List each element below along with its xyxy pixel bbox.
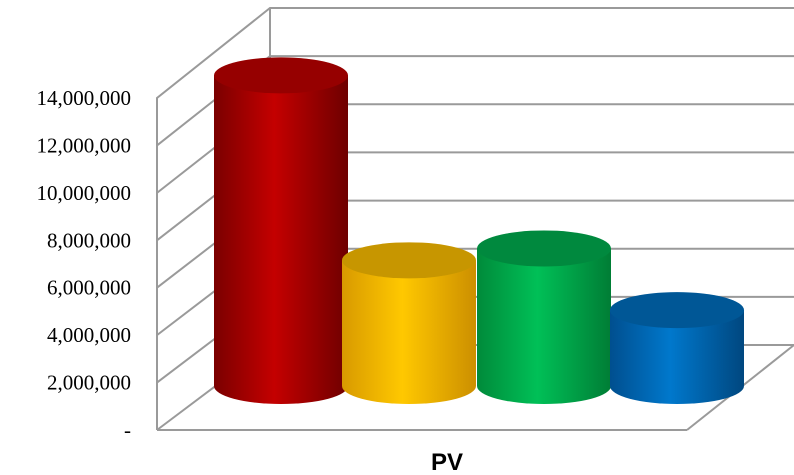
bar-cylinder bbox=[214, 57, 348, 404]
bar-top bbox=[342, 242, 476, 279]
y-tick-label: 10,000,000 bbox=[37, 181, 132, 205]
bar-body bbox=[610, 310, 744, 404]
bar-top-shade bbox=[477, 230, 611, 267]
bar-cylinder bbox=[477, 230, 611, 404]
bar-top-shade bbox=[610, 292, 744, 329]
bar-top bbox=[610, 292, 744, 329]
bar-top bbox=[477, 230, 611, 267]
y-tick-label: 2,000,000 bbox=[47, 371, 131, 395]
bar-cylinder bbox=[610, 292, 744, 404]
gridline bbox=[156, 55, 794, 147]
y-tick-label: 4,000,000 bbox=[47, 323, 131, 347]
x-axis-category-label: PV bbox=[431, 449, 463, 475]
y-tick-label: 6,000,000 bbox=[47, 276, 131, 300]
bar-body bbox=[214, 75, 348, 404]
bar-top-shade bbox=[214, 57, 348, 94]
bars bbox=[214, 57, 744, 404]
y-tick-label: 14,000,000 bbox=[37, 86, 132, 110]
y-axis-tick-labels: - 2,000,000 4,000,000 6,000,000 8,000,000 10,… bbox=[37, 86, 132, 442]
y-tick-label: - bbox=[124, 418, 131, 442]
bar-body bbox=[477, 248, 611, 404]
y-tick-label: 8,000,000 bbox=[47, 228, 131, 252]
bar-cylinder bbox=[342, 242, 476, 404]
y-tick-label: 12,000,000 bbox=[37, 133, 132, 157]
bar-top-shade bbox=[342, 242, 476, 279]
bar-body bbox=[342, 260, 476, 404]
bar-top bbox=[214, 57, 348, 94]
